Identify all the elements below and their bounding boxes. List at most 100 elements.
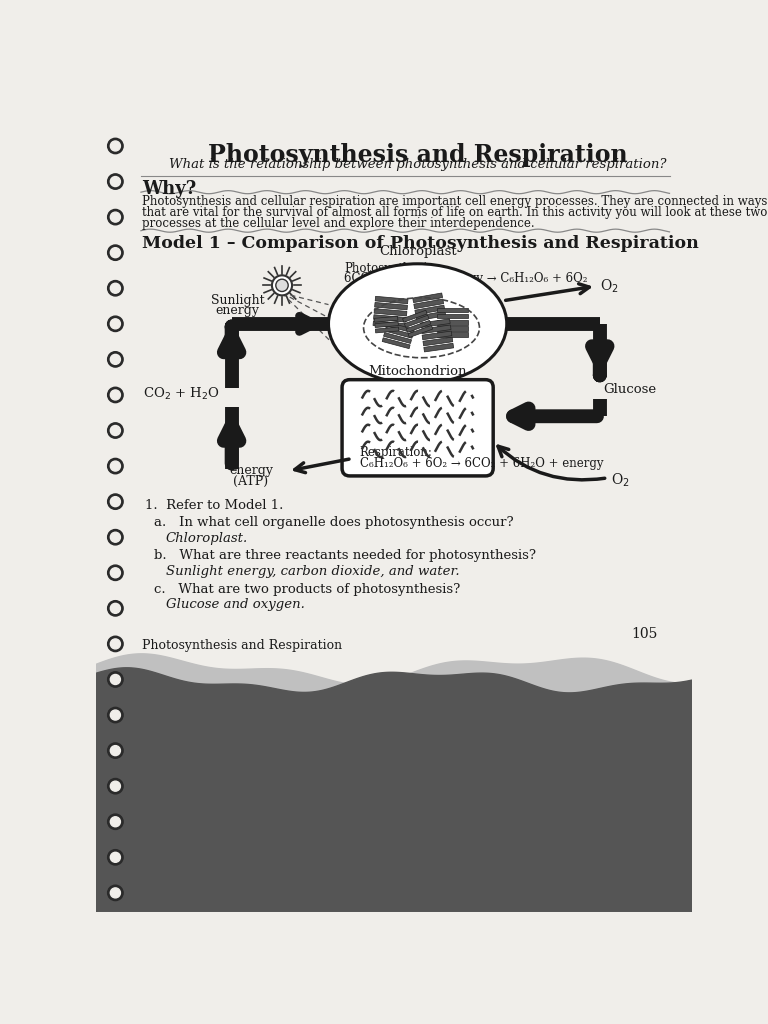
Text: Mitochondrion: Mitochondrion — [369, 366, 467, 378]
Polygon shape — [408, 326, 432, 338]
Circle shape — [108, 529, 123, 545]
FancyBboxPatch shape — [342, 380, 493, 476]
Polygon shape — [414, 299, 444, 308]
Circle shape — [111, 497, 121, 507]
Polygon shape — [375, 302, 408, 310]
Circle shape — [111, 284, 121, 293]
Text: that are vital for the survival of almost all forms of life on earth. In this ac: that are vital for the survival of almos… — [143, 206, 768, 219]
Circle shape — [108, 494, 123, 509]
Polygon shape — [375, 316, 398, 323]
Polygon shape — [420, 318, 450, 328]
Circle shape — [111, 745, 121, 756]
Polygon shape — [374, 308, 407, 316]
Circle shape — [108, 672, 123, 687]
Text: Sunlight energy, carbon dioxide, and water.: Sunlight energy, carbon dioxide, and wat… — [166, 565, 459, 578]
Polygon shape — [416, 311, 445, 321]
Circle shape — [108, 850, 123, 865]
Polygon shape — [437, 327, 468, 331]
Circle shape — [111, 532, 121, 543]
Circle shape — [111, 354, 121, 365]
Circle shape — [111, 675, 121, 684]
Circle shape — [108, 245, 123, 260]
Text: CO$_2$ + H$_2$O: CO$_2$ + H$_2$O — [143, 386, 220, 402]
Ellipse shape — [329, 264, 507, 384]
Text: Glucose and oxygen.: Glucose and oxygen. — [166, 598, 305, 611]
Circle shape — [111, 176, 121, 186]
Circle shape — [111, 248, 121, 258]
Circle shape — [111, 141, 121, 151]
Polygon shape — [437, 319, 468, 325]
Text: 1.  Refer to Model 1.: 1. Refer to Model 1. — [145, 500, 283, 512]
Circle shape — [108, 885, 123, 900]
Circle shape — [108, 351, 123, 367]
Circle shape — [111, 567, 121, 578]
Text: Respiration:: Respiration: — [359, 445, 432, 459]
Polygon shape — [386, 323, 414, 333]
Text: C₆H₁₂O₆ + 6O₂ → 6CO₂ + 6H₂O + energy: C₆H₁₂O₆ + 6O₂ → 6CO₂ + 6H₂O + energy — [359, 458, 603, 470]
Circle shape — [108, 743, 123, 759]
Text: b.   What are three reactants needed for photosynthesis?: b. What are three reactants needed for p… — [154, 550, 536, 562]
Circle shape — [108, 138, 123, 154]
Circle shape — [108, 459, 123, 474]
Text: 105: 105 — [631, 627, 658, 641]
Text: Model 1 – Comparison of Photosynthesis and Respiration: Model 1 – Comparison of Photosynthesis a… — [143, 236, 699, 252]
Text: Glucose: Glucose — [604, 383, 657, 396]
Polygon shape — [375, 296, 408, 304]
Circle shape — [111, 710, 121, 720]
Circle shape — [111, 852, 121, 862]
Polygon shape — [422, 331, 452, 340]
Circle shape — [108, 174, 123, 189]
Circle shape — [111, 639, 121, 649]
Polygon shape — [376, 327, 399, 333]
Circle shape — [111, 781, 121, 792]
Text: (ATP): (ATP) — [233, 475, 269, 488]
Polygon shape — [405, 315, 429, 328]
Circle shape — [108, 636, 123, 651]
Text: O$_2$: O$_2$ — [600, 278, 618, 295]
Polygon shape — [437, 307, 468, 312]
Circle shape — [108, 423, 123, 438]
Circle shape — [272, 275, 292, 295]
Circle shape — [276, 280, 288, 292]
Circle shape — [108, 210, 123, 225]
Polygon shape — [402, 310, 427, 323]
Text: Sunlight: Sunlight — [211, 294, 265, 307]
Polygon shape — [437, 333, 468, 337]
Text: energy: energy — [216, 304, 260, 317]
Circle shape — [108, 708, 123, 723]
Circle shape — [111, 603, 121, 613]
Circle shape — [108, 601, 123, 616]
Text: Chloroplast: Chloroplast — [379, 245, 456, 258]
Text: Chloroplast.: Chloroplast. — [166, 531, 248, 545]
Circle shape — [108, 281, 123, 296]
Circle shape — [111, 888, 121, 898]
Circle shape — [111, 318, 121, 329]
Text: Photosynthesis and Respiration: Photosynthesis and Respiration — [143, 639, 343, 652]
Circle shape — [108, 814, 123, 829]
Polygon shape — [385, 328, 413, 338]
Text: What is the relationship between photosynthesis and cellular respiration?: What is the relationship between photosy… — [169, 159, 667, 171]
Circle shape — [108, 565, 123, 581]
Text: Photosynthesis and Respiration: Photosynthesis and Respiration — [208, 143, 627, 167]
Circle shape — [111, 817, 121, 826]
Polygon shape — [382, 338, 410, 348]
Text: Photosynthesis and cellular respiration are important cell energy processes. The: Photosynthesis and cellular respiration … — [143, 196, 768, 208]
Text: c.   What are two products of photosynthesis?: c. What are two products of photosynthes… — [154, 583, 460, 596]
Polygon shape — [437, 313, 468, 318]
Text: 6CO₂ + 6H₂O + energy → C₆H₁₂O₆ + 6O₂: 6CO₂ + 6H₂O + energy → C₆H₁₂O₆ + 6O₂ — [344, 272, 588, 286]
Polygon shape — [424, 343, 454, 352]
Text: O$_2$: O$_2$ — [611, 471, 630, 488]
Circle shape — [108, 316, 123, 332]
Circle shape — [111, 390, 121, 400]
Polygon shape — [373, 314, 406, 323]
Text: energy: energy — [229, 465, 273, 477]
Polygon shape — [375, 322, 399, 328]
Polygon shape — [415, 305, 445, 314]
Circle shape — [108, 778, 123, 794]
Polygon shape — [421, 325, 451, 334]
Text: Why?: Why? — [143, 180, 197, 198]
Polygon shape — [423, 337, 453, 346]
Polygon shape — [373, 321, 406, 329]
Circle shape — [111, 461, 121, 471]
Polygon shape — [406, 321, 431, 333]
